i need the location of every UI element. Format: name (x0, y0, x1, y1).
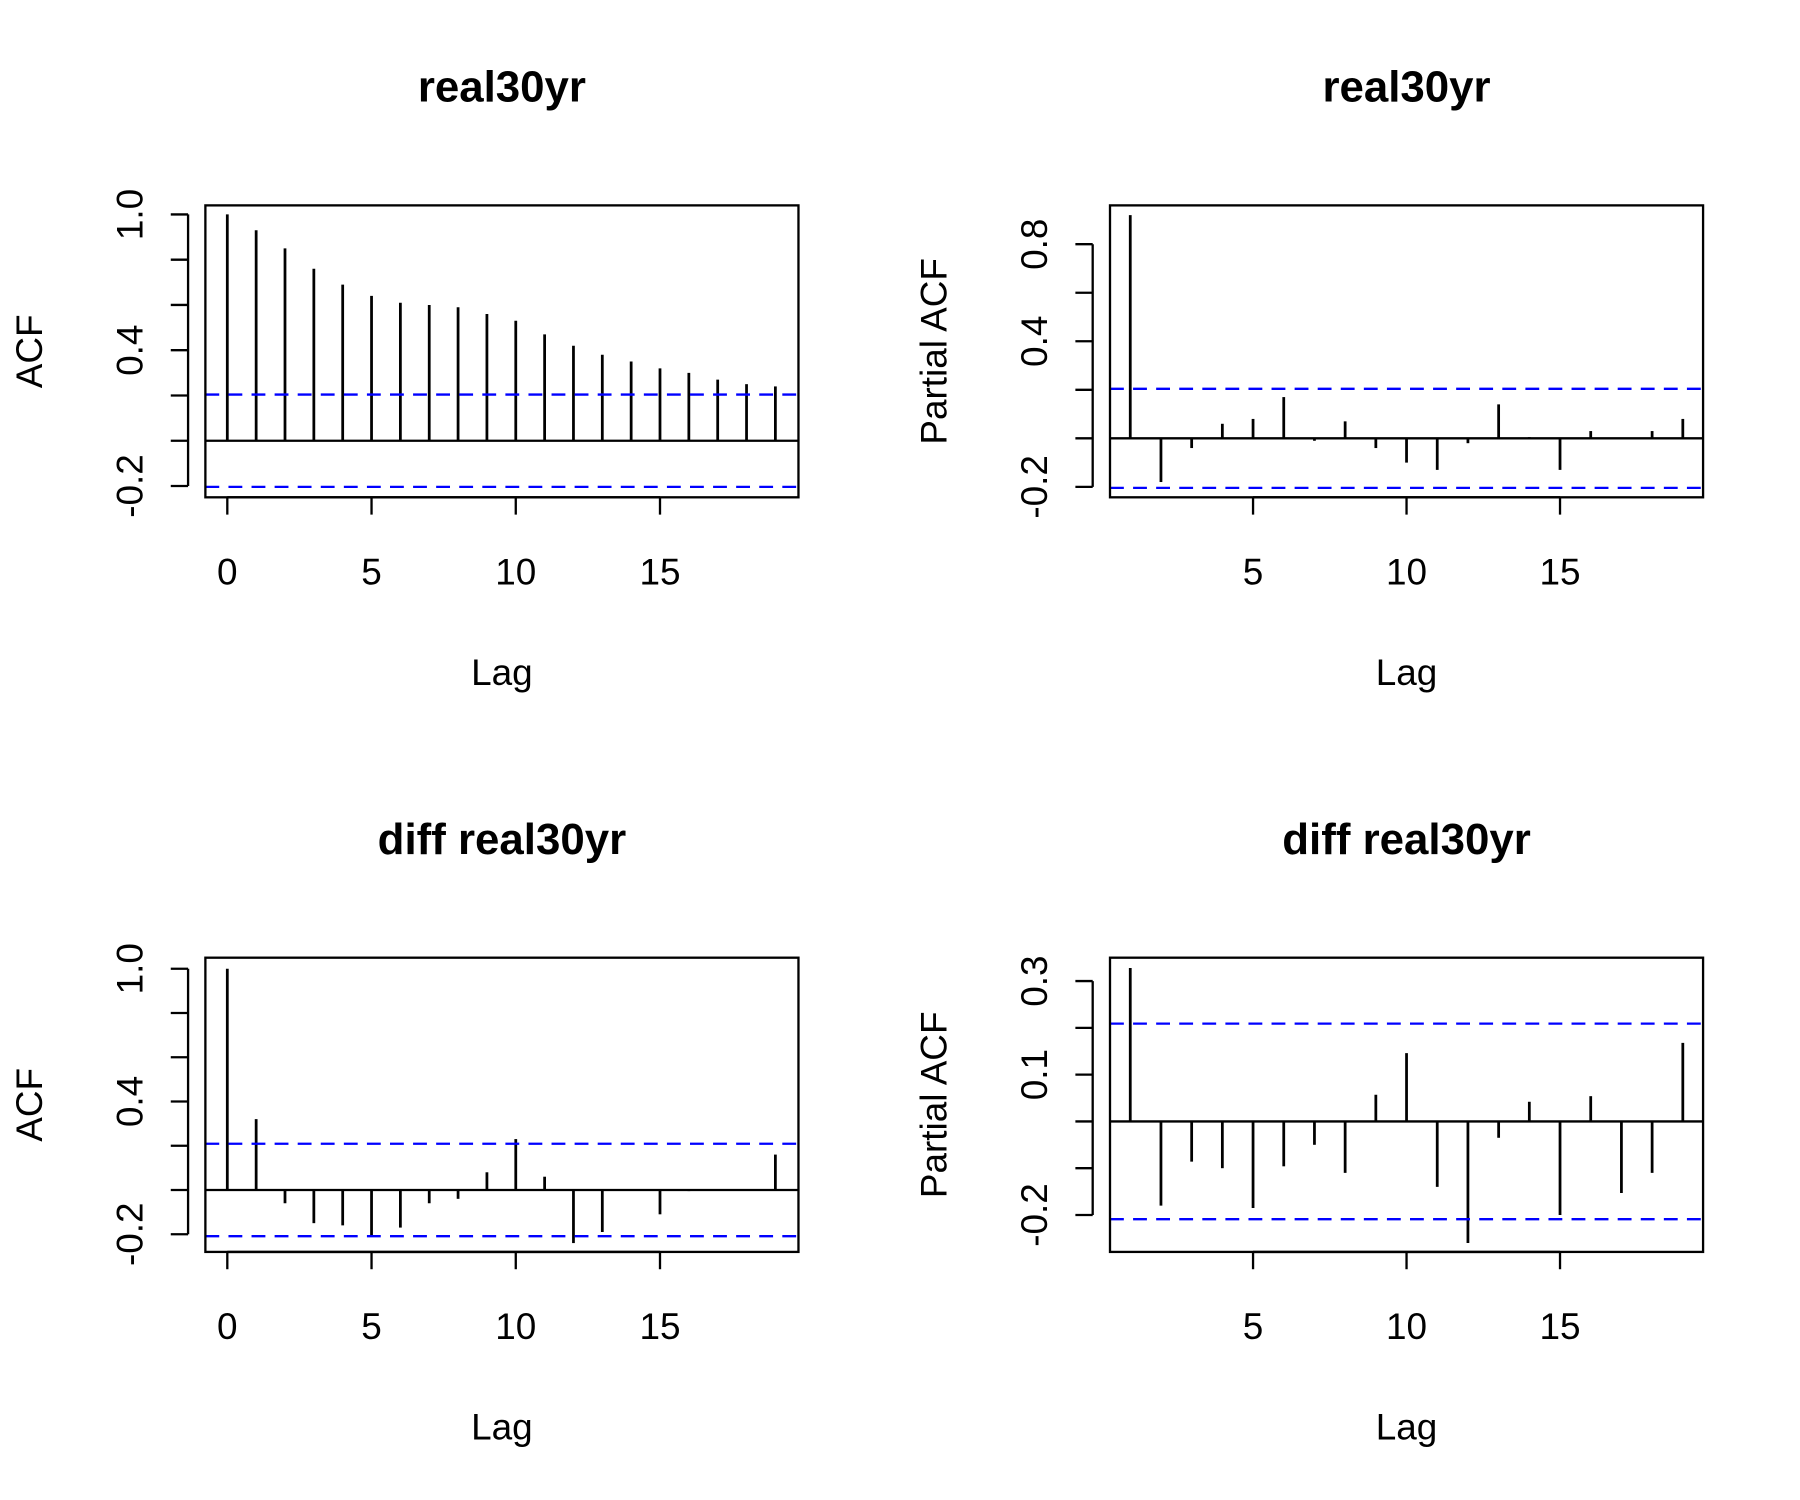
y-tick-label: 0.4 (109, 325, 150, 376)
y-tick-label: -0.2 (109, 1202, 150, 1266)
x-tick-label: 0 (217, 551, 238, 592)
y-axis-label: ACF (9, 314, 50, 388)
y-tick-label: 1.0 (109, 943, 150, 994)
x-tick-label: 5 (1243, 1306, 1264, 1347)
y-tick-label: 1.0 (109, 189, 150, 240)
y-axis-label: Partial ACF (914, 1011, 955, 1198)
y-tick-label: -0.2 (1014, 455, 1055, 519)
y-tick-label: 0.4 (109, 1076, 150, 1127)
x-axis-label: Lag (1376, 1406, 1438, 1447)
x-tick-label: 10 (1386, 1306, 1427, 1347)
x-tick-label: 10 (495, 551, 536, 592)
y-tick-label: 0.3 (1014, 955, 1055, 1006)
plot-frame (1108, 204, 1705, 499)
y-tick-label: 0.8 (1014, 219, 1055, 270)
x-tick-label: 0 (217, 1306, 238, 1347)
chart-title: real30yr (418, 63, 586, 112)
x-tick-label: 5 (361, 551, 382, 592)
chart-title: real30yr (1322, 63, 1490, 112)
x-tick-label: 15 (639, 551, 680, 592)
x-axis-label: Lag (471, 652, 533, 693)
plot-frame (1108, 956, 1705, 1254)
y-tick-label: -0.2 (109, 454, 150, 518)
chart-title: diff real30yr (1282, 815, 1530, 864)
y-axis-label: Partial ACF (914, 258, 955, 445)
plot-frame (204, 204, 800, 499)
y-tick-label: 0.4 (1014, 316, 1055, 367)
x-tick-label: 10 (495, 1306, 536, 1347)
x-axis-label: Lag (471, 1406, 533, 1447)
x-axis-label: Lag (1376, 652, 1438, 693)
chart-title: diff real30yr (378, 815, 626, 864)
plot-frame (204, 956, 800, 1254)
x-tick-label: 15 (639, 1306, 680, 1347)
x-tick-label: 5 (1243, 551, 1264, 592)
y-axis-label: ACF (9, 1068, 50, 1142)
x-tick-label: 5 (361, 1306, 382, 1347)
y-tick-label: -0.2 (1014, 1183, 1055, 1247)
x-tick-label: 10 (1386, 551, 1427, 592)
x-tick-label: 15 (1539, 551, 1580, 592)
y-tick-label: 0.1 (1014, 1049, 1055, 1100)
x-tick-label: 15 (1539, 1306, 1580, 1347)
